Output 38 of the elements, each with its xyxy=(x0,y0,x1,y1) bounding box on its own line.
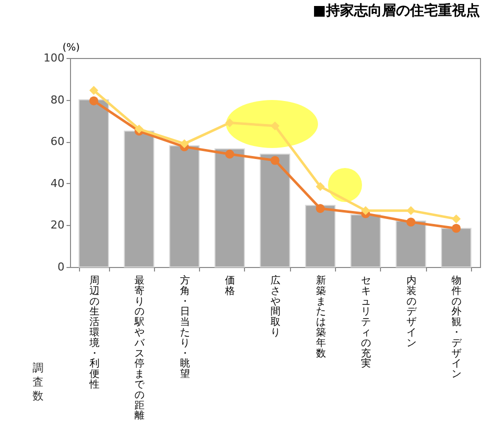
category-label: 最寄りの駅やバス停までの距離 xyxy=(134,276,145,422)
point xyxy=(316,204,325,213)
y-axis-title: (%) xyxy=(62,42,80,54)
bar xyxy=(124,130,154,268)
category-label: 物件の外観・デザイン xyxy=(452,276,462,380)
category-label: 方角・日当たり・眺望 xyxy=(180,276,190,380)
point xyxy=(180,139,189,148)
point xyxy=(225,118,234,128)
category-label: セキュリティの充実 xyxy=(361,276,372,370)
point xyxy=(452,214,461,224)
bar xyxy=(78,99,110,268)
bar xyxy=(350,214,381,268)
y-tick-label: 40 xyxy=(50,176,64,190)
bar xyxy=(260,154,290,268)
point xyxy=(406,218,416,227)
point xyxy=(89,96,98,106)
bar xyxy=(169,145,200,268)
point xyxy=(89,86,98,95)
x-tick-label: 内装のデザイン xyxy=(406,274,418,349)
y-tick-label: 0 xyxy=(58,260,64,274)
bar xyxy=(440,228,472,268)
category-label: 周辺の生活環境・利便性 xyxy=(89,276,100,390)
bar xyxy=(396,220,426,268)
point xyxy=(270,156,280,165)
bar xyxy=(305,204,336,268)
y-tick-label: 100 xyxy=(44,52,64,64)
y-tick-label: 80 xyxy=(50,93,64,106)
point xyxy=(316,182,325,192)
point xyxy=(452,224,461,233)
chart-title: ■持家志向層の住宅重視点 xyxy=(312,2,480,19)
x-tick-label: 広さや間取り xyxy=(270,274,280,338)
x-axis-title: 調査数 xyxy=(32,362,44,402)
x-tick-label: 新築または築年数 xyxy=(316,274,326,360)
point xyxy=(270,121,280,130)
y-tick-label: 60 xyxy=(50,135,64,148)
x-tick-label: 価格 xyxy=(224,276,236,297)
y-tick-label: 20 xyxy=(50,218,64,232)
point xyxy=(225,150,234,159)
